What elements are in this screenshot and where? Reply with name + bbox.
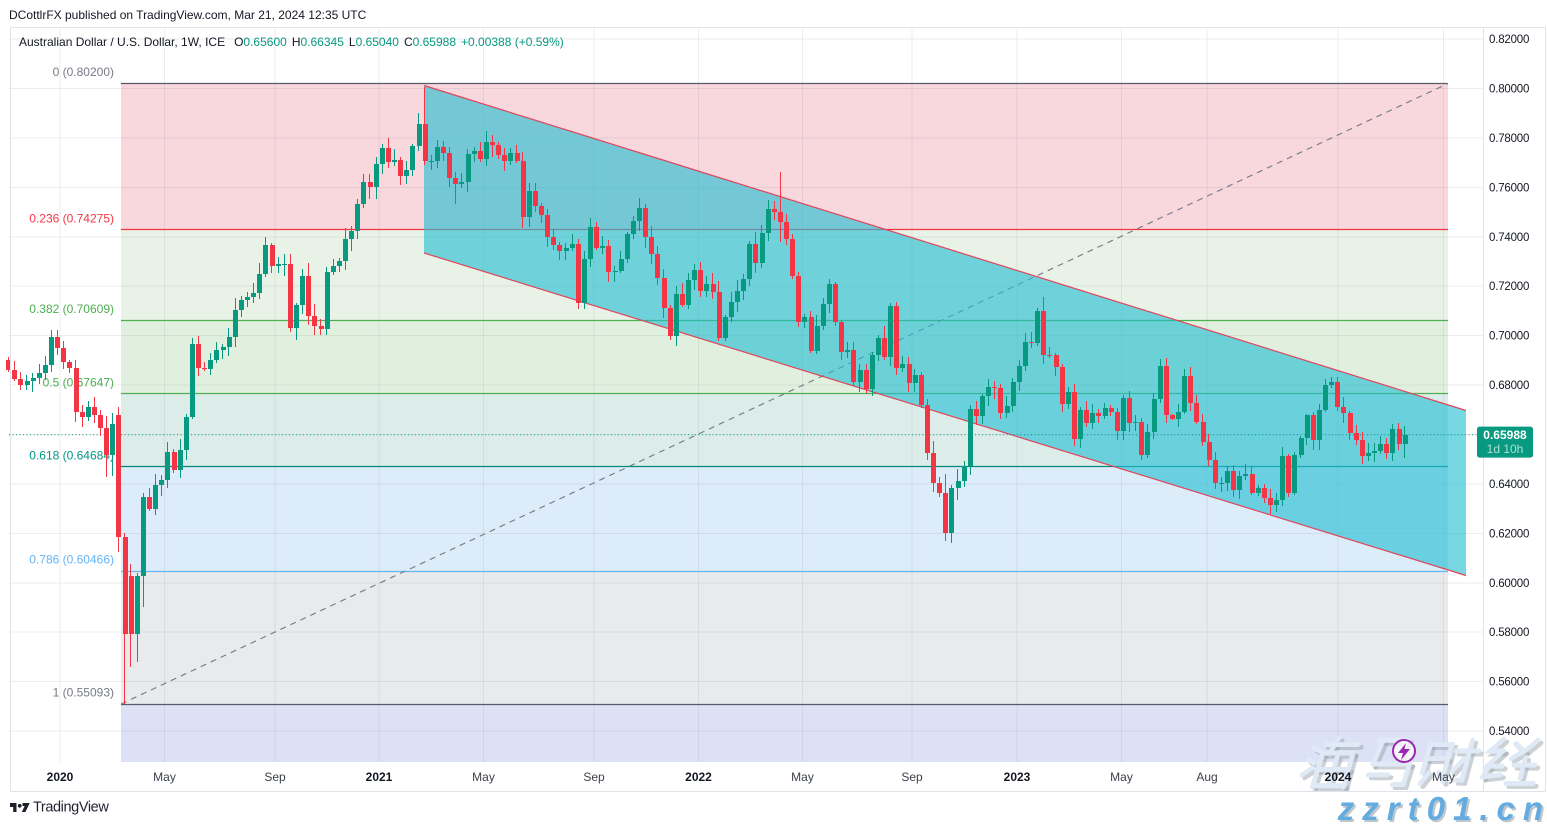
svg-text:0.54000: 0.54000 (1489, 726, 1529, 738)
svg-text:May: May (153, 770, 176, 784)
svg-text:2024: 2024 (1325, 770, 1352, 784)
svg-text:Sep: Sep (264, 770, 286, 784)
svg-text:2023: 2023 (1004, 770, 1031, 784)
svg-text:0.64000: 0.64000 (1489, 479, 1529, 491)
svg-text:0.236 (0.74275): 0.236 (0.74275) (29, 212, 114, 226)
svg-text:Aug: Aug (1196, 770, 1217, 784)
svg-text:DCottlrFX published on Trading: DCottlrFX published on TradingView.com, … (9, 8, 367, 22)
svg-text:2020: 2020 (47, 770, 74, 784)
svg-text:TradingView: TradingView (33, 800, 109, 816)
svg-text:0.56000: 0.56000 (1489, 677, 1529, 689)
svg-text:0.80000: 0.80000 (1489, 84, 1529, 96)
svg-text:zzrt01.cn: zzrt01.cn (1339, 792, 1547, 826)
svg-text:2022: 2022 (685, 770, 712, 784)
svg-text:zzrt01.cn: zzrt01.cn (1337, 790, 1547, 826)
svg-text:0.786 (0.60466): 0.786 (0.60466) (29, 553, 114, 567)
svg-text:0 (0.80200): 0 (0.80200) (53, 65, 114, 79)
svg-text:0.65988: 0.65988 (1483, 428, 1527, 442)
svg-text:0.60000: 0.60000 (1489, 578, 1529, 590)
svg-text:0.78000: 0.78000 (1489, 133, 1529, 145)
svg-text:May: May (1110, 770, 1133, 784)
svg-text:Sep: Sep (901, 770, 923, 784)
svg-text:0.62000: 0.62000 (1489, 528, 1529, 540)
svg-text:0.72000: 0.72000 (1489, 281, 1529, 293)
svg-text:0.82000: 0.82000 (1489, 34, 1529, 46)
svg-text:0.76000: 0.76000 (1489, 182, 1529, 194)
svg-text:0.68000: 0.68000 (1489, 380, 1529, 392)
svg-text:Australian Dollar / U.S. Dolla: Australian Dollar / U.S. Dollar, 1W, ICE… (19, 35, 564, 49)
svg-text:May: May (1432, 770, 1455, 784)
svg-text:0.58000: 0.58000 (1489, 627, 1529, 639)
svg-text:May: May (472, 770, 495, 784)
svg-text:0.618 (0.64684): 0.618 (0.64684) (29, 449, 114, 463)
svg-text:0.70000: 0.70000 (1489, 331, 1529, 343)
svg-text:1d 10h: 1d 10h (1487, 442, 1524, 456)
svg-text:2021: 2021 (366, 770, 393, 784)
svg-text:Sep: Sep (583, 770, 605, 784)
svg-text:1 (0.55093): 1 (0.55093) (53, 686, 114, 700)
svg-text:0.74000: 0.74000 (1489, 232, 1529, 244)
svg-text:0.382 (0.70609): 0.382 (0.70609) (29, 302, 114, 316)
svg-text:May: May (791, 770, 814, 784)
